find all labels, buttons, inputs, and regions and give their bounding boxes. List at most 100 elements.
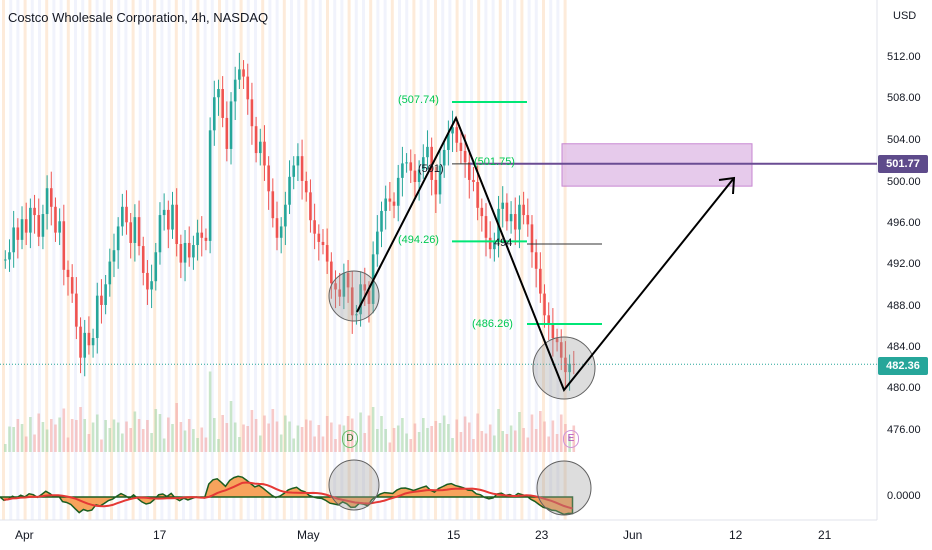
candle-body — [355, 314, 358, 316]
volume-bar — [522, 428, 525, 452]
session-band — [383, 0, 387, 520]
volume-bar — [20, 424, 24, 452]
candle-body — [4, 259, 7, 261]
volume-bar — [125, 421, 128, 452]
volume-bar — [129, 428, 132, 452]
candle-body — [271, 191, 275, 219]
candle-body — [229, 101, 233, 149]
candle-body — [359, 284, 362, 315]
session-band — [354, 0, 358, 520]
volume-bar — [493, 435, 496, 452]
volume-bar — [384, 429, 387, 452]
volume-bar — [405, 433, 408, 452]
volume-bar — [501, 431, 505, 452]
session-band — [304, 0, 308, 520]
volume-bar — [484, 433, 488, 452]
y-tick: 488.00 — [887, 300, 921, 312]
candle-body — [300, 156, 304, 181]
volume-bar — [472, 439, 475, 452]
volume-bar — [62, 408, 66, 452]
candle-body — [304, 180, 308, 193]
candle-body — [242, 69, 245, 77]
volume-bar — [225, 423, 229, 452]
candle-body — [396, 177, 400, 206]
candle-body — [472, 179, 475, 182]
dividend-marker[interactable]: D — [342, 430, 358, 448]
volume-bar — [422, 418, 425, 452]
candle-body — [75, 293, 78, 327]
y-tick: 504.00 — [887, 134, 921, 146]
volume-bar — [208, 371, 212, 452]
volume-bar — [396, 425, 400, 452]
session-band — [455, 0, 459, 520]
candle-body — [522, 204, 525, 216]
session-band — [340, 0, 344, 520]
volume-bar — [187, 419, 191, 452]
candle-body — [543, 293, 546, 316]
session-band — [556, 0, 560, 520]
candle-body — [367, 290, 371, 304]
volume-bar — [539, 411, 542, 452]
volume-bar — [572, 425, 576, 452]
volume-bar — [413, 423, 417, 452]
candle-body — [167, 209, 170, 230]
session-band — [30, 0, 34, 520]
volume-bar — [112, 419, 116, 452]
session-band — [246, 0, 250, 520]
earnings-marker[interactable]: E — [563, 430, 579, 448]
volume-bar — [292, 438, 296, 452]
volume-bar — [4, 444, 7, 452]
session-band — [563, 0, 567, 520]
candle-body — [54, 206, 57, 233]
volume-bar — [100, 439, 103, 452]
volume-bar — [250, 410, 254, 452]
volume-bar — [564, 424, 567, 452]
session-band — [405, 0, 409, 520]
volume-bar — [16, 419, 20, 452]
volume-bar — [543, 421, 546, 452]
volume-bar — [497, 409, 500, 452]
session-band — [369, 0, 373, 520]
session-band — [506, 0, 509, 520]
volume-bar — [121, 433, 124, 452]
volume-bar — [104, 420, 107, 452]
volume-bar — [438, 423, 442, 452]
session-band — [124, 0, 128, 520]
candle-body — [513, 214, 517, 230]
session-band — [412, 0, 416, 520]
session-band — [282, 0, 286, 520]
volume-bar — [171, 424, 174, 452]
volume-bar — [509, 425, 513, 452]
y-tick: 508.00 — [887, 92, 921, 104]
candle-body — [447, 133, 450, 150]
x-tick: May — [297, 528, 320, 542]
candle-body — [133, 217, 137, 243]
session-band — [462, 0, 466, 520]
candle-body — [388, 198, 392, 202]
candle-body — [204, 237, 208, 241]
candle-body — [539, 268, 542, 294]
y-tick: 512.00 — [887, 51, 921, 63]
candle-body — [254, 126, 258, 154]
volume-bar — [455, 419, 459, 452]
volume-bar — [309, 420, 312, 452]
candle-body — [258, 141, 262, 154]
volume-bar — [137, 419, 141, 452]
volume-bar — [392, 428, 396, 452]
volume-bar — [300, 427, 304, 452]
candle-body — [112, 250, 116, 262]
volume-bar — [447, 424, 450, 452]
volume-bar — [45, 429, 49, 452]
session-band — [376, 0, 380, 520]
candle-body — [49, 188, 53, 207]
swing-low-circle-a — [328, 270, 380, 322]
candle-body — [455, 127, 459, 143]
candle-body — [8, 252, 11, 260]
volume-bar — [246, 426, 250, 452]
candle-body — [79, 326, 82, 358]
volume-bar — [167, 417, 170, 452]
candle-body — [321, 241, 325, 246]
volume-bar — [271, 409, 275, 452]
